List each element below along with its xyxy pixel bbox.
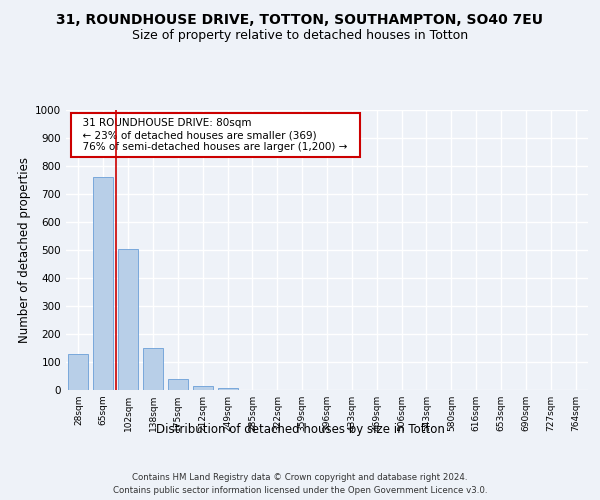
Text: 31, ROUNDHOUSE DRIVE, TOTTON, SOUTHAMPTON, SO40 7EU: 31, ROUNDHOUSE DRIVE, TOTTON, SOUTHAMPTO… [56, 12, 544, 26]
Bar [94, 176, 113, 390]
Y-axis label: Number of detached properties: Number of detached properties [18, 157, 31, 343]
Text: Distribution of detached houses by size in Totton: Distribution of detached houses by size … [155, 422, 445, 436]
Bar [168, 380, 188, 390]
Text: Size of property relative to detached houses in Totton: Size of property relative to detached ho… [132, 29, 468, 42]
Text: Contains HM Land Registry data © Crown copyright and database right 2024.: Contains HM Land Registry data © Crown c… [132, 472, 468, 482]
Bar [68, 354, 88, 390]
Bar [193, 386, 212, 390]
Bar [218, 388, 238, 390]
Text: Contains public sector information licensed under the Open Government Licence v3: Contains public sector information licen… [113, 486, 487, 495]
Bar [143, 348, 163, 390]
Text: 31 ROUNDHOUSE DRIVE: 80sqm  
  ← 23% of detached houses are smaller (369)  
  76: 31 ROUNDHOUSE DRIVE: 80sqm ← 23% of deta… [76, 118, 355, 152]
Bar [118, 248, 138, 390]
